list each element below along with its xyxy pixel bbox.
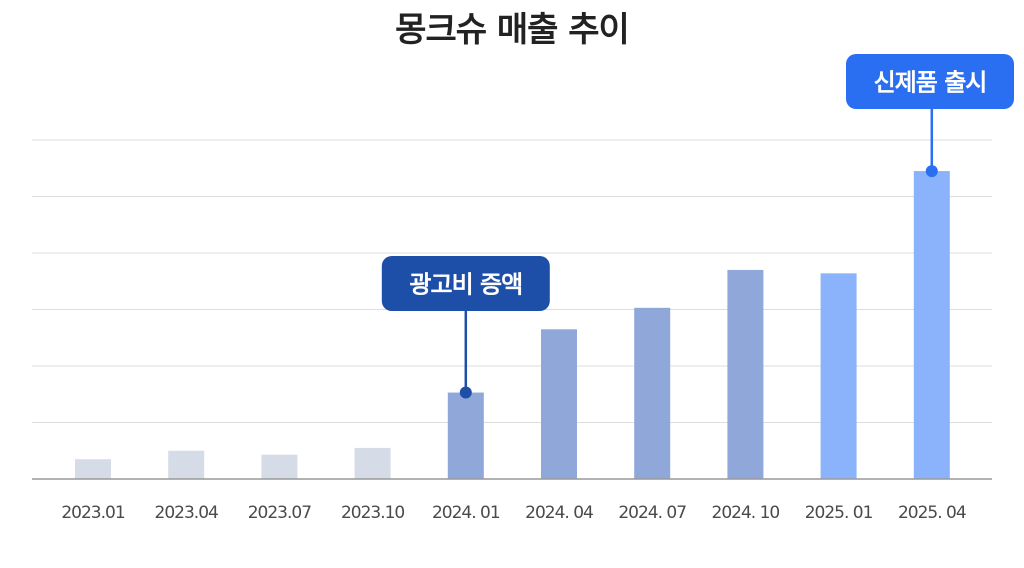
callout-label: 광고비 증액 — [409, 271, 522, 299]
x-tick-label: 2025. 04 — [898, 503, 966, 523]
callout-dot — [459, 386, 472, 399]
bar-202407 — [634, 307, 671, 479]
bar-202504 — [913, 171, 950, 479]
bar-202307 — [261, 454, 298, 479]
bar-202310 — [354, 447, 391, 479]
bar-202401 — [447, 392, 484, 479]
x-tick-label: 2023.10 — [341, 503, 404, 523]
bar-202301 — [75, 459, 111, 479]
x-tick-label: 2023.04 — [155, 503, 218, 523]
chart-title: 몽크슈 매출 추이 — [395, 10, 630, 50]
callout-label: 신제품 출시 — [874, 69, 987, 97]
callout-box — [381, 256, 550, 311]
x-tick-label: 2024. 04 — [525, 503, 593, 523]
x-tick-label: 2024. 07 — [618, 503, 686, 523]
bar-202501 — [820, 273, 857, 479]
x-tick-label: 2023.07 — [248, 503, 311, 523]
x-tick-label: 2025. 01 — [805, 503, 873, 523]
x-tick-label: 2023.01 — [61, 503, 124, 523]
bar-202304 — [168, 450, 205, 479]
bar-202410 — [727, 269, 764, 479]
bar-202404 — [541, 329, 577, 479]
x-tick-label: 2024. 01 — [432, 503, 500, 523]
x-tick-label: 2024. 10 — [712, 503, 780, 523]
callout-dot — [925, 165, 938, 178]
callout-box — [846, 54, 1014, 109]
